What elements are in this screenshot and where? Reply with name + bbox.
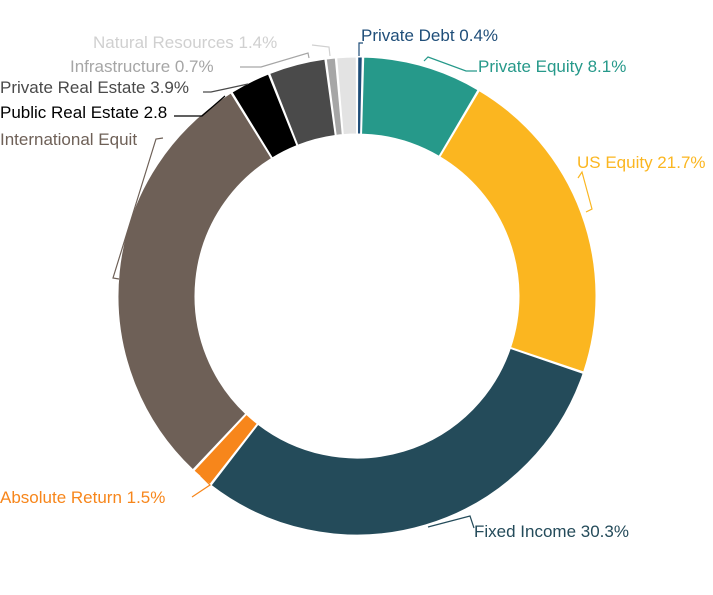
label-absolute-return: Absolute Return 1.5%: [0, 488, 165, 507]
label-us-equity: US Equity 21.7%: [577, 153, 706, 172]
slice-private-real-estate: [269, 58, 336, 146]
leader-private-debt: [358, 42, 363, 56]
slice-public-real-estate: [231, 73, 298, 159]
label-private-debt: Private Debt 0.4%: [361, 26, 498, 45]
leader-private-real-estate: [203, 83, 249, 93]
slice-private-equity: [361, 56, 479, 157]
leader-private-equity: [423, 56, 477, 72]
leader-public-real-estate: [174, 95, 226, 117]
leader-fixed-income: [427, 515, 475, 529]
slice-private-debt: [356, 56, 363, 135]
leader-absolute-return: [191, 464, 211, 498]
label-private-real-estate: Private Real Estate 3.9%: [0, 78, 189, 97]
label-natural-resources: Natural Resources 1.4%: [93, 33, 277, 52]
label-international-equity: International Equit: [0, 130, 137, 149]
label-fixed-income: Fixed Income 30.3%: [474, 522, 629, 541]
label-public-real-estate: Public Real Estate 2.8: [0, 103, 167, 122]
label-infrastructure: Infrastructure 0.7%: [70, 57, 214, 76]
slice-us-equity: [439, 89, 597, 373]
slice-infrastructure: [325, 57, 343, 136]
slice-fixed-income: [210, 347, 584, 536]
leader-us-equity: [577, 170, 593, 213]
leader-international-equity: [112, 137, 164, 280]
leader-lines: [112, 42, 593, 529]
slice-international-equity: [117, 92, 273, 471]
donut-slices: [117, 56, 597, 536]
leader-natural-resources: [311, 44, 331, 57]
label-private-equity: Private Equity 8.1%: [478, 57, 626, 76]
leader-infrastructure: [240, 52, 310, 68]
slice-natural-resources: [336, 56, 358, 136]
slice-labels: Private Debt 0.4% Private Equity 8.1% US E…: [0, 26, 706, 541]
